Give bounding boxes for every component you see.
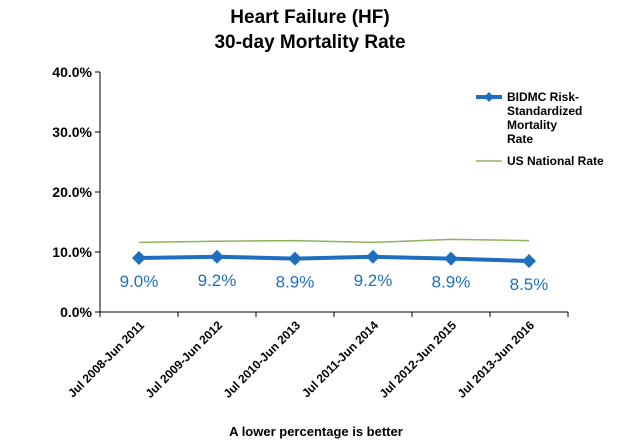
x-tick-label: Jul 2013-Jun 2016 [455,318,538,401]
chart-title-line-2: 30-day Mortality Rate [214,32,405,53]
legend-label-us: US National Rate [507,154,604,168]
axes: 0.0% 10.0% 20.0% 30.0% 40.0% Jul 2008-Jun 201… [52,64,569,401]
data-label: 8.9% [276,273,315,292]
bidmc-point [444,251,458,266]
y-tick-label: 30.0% [52,124,92,140]
series-line-us-national [138,238,530,244]
bidmc-point [210,249,224,264]
series-line-bidmc [138,254,530,263]
data-label: 9.2% [354,271,393,290]
bidmc-point [132,251,146,265]
legend-label-line: BIDMC Risk- [507,90,579,104]
x-tick-label: Jul 2010-Jun 2013 [221,318,304,401]
x-tick-label: Jul 2011-Jun 2014 [299,318,381,400]
legend: BIDMC Risk-Standardized Mortality Rate US N… [476,90,604,168]
y-tick-label: 10.0% [52,244,92,260]
bidmc-point [288,251,302,266]
data-label: 8.5% [510,275,549,294]
y-tick-label: 40.0% [52,64,92,80]
x-tick-label: Jul 2012-Jun 2015 [377,318,460,401]
data-label: 9.0% [120,272,159,291]
x-tick-label: Jul 2008-Jun 2011 [65,318,147,400]
legend-label-line: Standardized [507,104,582,118]
series-layer: 9.0% 9.2% 8.9% 9.2% 8.9% 8.5% [120,238,549,294]
legend-label-line: Mortality [507,118,557,132]
legend-label-bidmc: BIDMC Risk-Standardized Mortality Rate [507,90,582,146]
y-tick-label: 20.0% [52,184,92,200]
y-tick-label: 0.0% [60,304,92,320]
chart-title-line-1: Heart Failure (HF) [230,7,389,28]
legend-label-line: Rate [507,132,533,146]
data-label: 9.2% [198,271,237,290]
data-label: 8.9% [432,273,471,292]
legend-marker-bidmc [484,92,494,102]
bidmc-point [522,254,536,268]
x-tick-label: Jul 2009-Jun 2012 [143,318,226,401]
footnote: A lower percentage is better [229,424,403,439]
bidmc-point [366,249,380,264]
